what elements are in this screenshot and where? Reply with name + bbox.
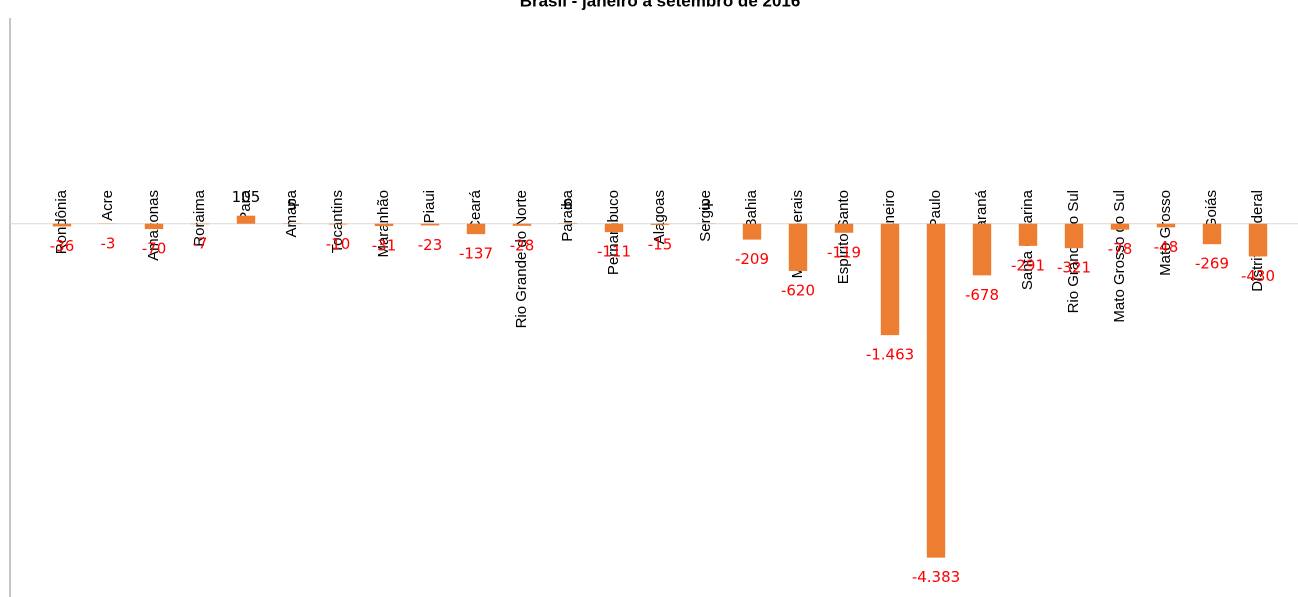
bar (880, 223, 900, 336)
bar (788, 223, 808, 271)
x-tick-label: Rio Grande do Sul (1065, 190, 1082, 313)
data-label: -269 (1195, 255, 1229, 273)
bar (1202, 223, 1222, 245)
x-tick-label: Rondônia (53, 189, 70, 254)
bar (144, 223, 164, 230)
bar (742, 223, 762, 240)
data-label: -78 (1108, 240, 1133, 258)
bar (926, 223, 946, 558)
data-label: 5 (287, 196, 297, 214)
x-tick-label: Alagoas (651, 190, 668, 244)
x-tick-label: Rio Grande do Norte (513, 190, 530, 328)
data-label: -321 (1057, 259, 1091, 277)
x-tick-label: Pernambuco (605, 190, 622, 275)
bar (52, 223, 72, 227)
data-label: -1.463 (866, 346, 914, 364)
x-tick-label: Para (237, 189, 254, 221)
bar (466, 223, 486, 235)
data-label: -430 (1241, 267, 1275, 285)
data-label: -4.383 (912, 568, 960, 586)
x-tick-label: Mato Grosso (1157, 190, 1174, 276)
data-label: -119 (827, 243, 861, 261)
data-label: 6 (563, 196, 573, 214)
bar (1110, 223, 1130, 230)
x-tick-label: Acre (99, 190, 116, 221)
bar (374, 223, 394, 227)
data-label: -70 (142, 240, 167, 258)
x-tick-label: Piaui (421, 190, 438, 223)
data-label: -137 (459, 245, 493, 263)
x-tick-label: Mato Grosso do Sul (1111, 190, 1128, 323)
bar (604, 223, 624, 233)
bar (1156, 223, 1176, 228)
x-tick-label: Tocantins (329, 190, 346, 253)
data-label: -10 (326, 235, 351, 253)
bar (420, 223, 440, 226)
bar (1248, 223, 1268, 257)
data-label: -291 (1011, 256, 1045, 274)
x-tick-label: Ceará (467, 189, 484, 231)
bar (834, 223, 854, 233)
bar (190, 223, 210, 225)
bar (650, 223, 670, 225)
data-label: -620 (781, 281, 815, 299)
data-label: 3 (701, 196, 711, 214)
data-label: -48 (1154, 238, 1179, 256)
data-label: -209 (735, 250, 769, 268)
x-tick-label: Sergipe (697, 190, 714, 242)
bar (1064, 223, 1084, 249)
x-tick-label: Paraiba (559, 189, 576, 241)
data-label: -15 (648, 235, 673, 253)
data-label: -111 (597, 243, 631, 261)
x-tick-label: Amapa (283, 189, 300, 237)
x-tick-label: Bahia (743, 189, 760, 228)
data-label: -23 (418, 236, 443, 254)
data-label: 105 (232, 188, 261, 206)
x-tick-label: Roraima (191, 189, 208, 246)
x-tick-label: Espírito Santo (835, 190, 852, 284)
bar (236, 215, 256, 224)
data-label: -31 (372, 237, 397, 255)
bar (1018, 223, 1038, 246)
bar (328, 223, 348, 225)
data-label: -3 (101, 234, 116, 252)
data-label: -28 (510, 236, 535, 254)
x-tick-label: Goiás (1203, 190, 1220, 229)
data-label: -678 (965, 286, 999, 304)
data-label: -7 (193, 235, 208, 253)
bar (972, 223, 992, 276)
data-label: -36 (50, 237, 75, 255)
chart-title: Brasil - janeiro a setembro de 2016 (520, 0, 801, 10)
bar (512, 223, 532, 226)
